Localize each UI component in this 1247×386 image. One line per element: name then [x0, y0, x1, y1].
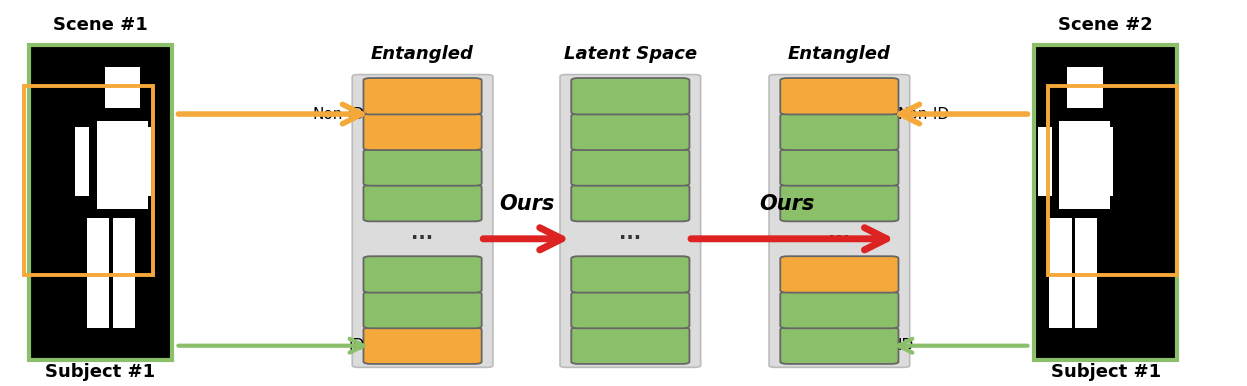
- Text: ···: ···: [828, 229, 850, 248]
- Text: Entangled: Entangled: [372, 45, 474, 63]
- Text: ···: ···: [620, 229, 641, 248]
- FancyBboxPatch shape: [781, 292, 899, 328]
- FancyBboxPatch shape: [571, 149, 690, 186]
- Bar: [1075, 218, 1097, 328]
- Text: ···: ···: [412, 229, 434, 248]
- Text: Non-ID: Non-ID: [898, 107, 949, 122]
- FancyBboxPatch shape: [352, 74, 493, 367]
- Bar: [1099, 127, 1114, 196]
- FancyBboxPatch shape: [29, 46, 172, 360]
- FancyBboxPatch shape: [571, 185, 690, 221]
- FancyBboxPatch shape: [781, 149, 899, 186]
- Text: Scene #2: Scene #2: [1059, 16, 1153, 34]
- FancyBboxPatch shape: [363, 256, 481, 293]
- Bar: [75, 127, 90, 196]
- Text: Entangled: Entangled: [788, 45, 890, 63]
- FancyBboxPatch shape: [781, 327, 899, 364]
- Bar: [1050, 218, 1071, 328]
- FancyBboxPatch shape: [363, 149, 481, 186]
- Text: Subject #1: Subject #1: [45, 363, 156, 381]
- FancyBboxPatch shape: [781, 185, 899, 221]
- FancyBboxPatch shape: [571, 78, 690, 114]
- FancyBboxPatch shape: [363, 327, 481, 364]
- FancyBboxPatch shape: [781, 256, 899, 293]
- Bar: [97, 121, 148, 209]
- Text: Non-ID: Non-ID: [313, 107, 364, 122]
- Bar: [1067, 68, 1102, 108]
- Text: Subject #1: Subject #1: [1050, 363, 1161, 381]
- Bar: [1038, 127, 1051, 196]
- Bar: [113, 218, 135, 328]
- Bar: [137, 127, 151, 196]
- FancyBboxPatch shape: [571, 256, 690, 293]
- FancyBboxPatch shape: [769, 74, 909, 367]
- FancyBboxPatch shape: [781, 113, 899, 150]
- FancyBboxPatch shape: [560, 74, 701, 367]
- FancyBboxPatch shape: [363, 185, 481, 221]
- FancyBboxPatch shape: [781, 78, 899, 114]
- Bar: [87, 218, 108, 328]
- Bar: [105, 68, 140, 108]
- Text: Ours: Ours: [759, 194, 814, 214]
- FancyBboxPatch shape: [571, 327, 690, 364]
- Text: ID: ID: [348, 338, 364, 353]
- FancyBboxPatch shape: [571, 113, 690, 150]
- Text: Scene #1: Scene #1: [52, 16, 147, 34]
- Text: Latent Space: Latent Space: [564, 45, 697, 63]
- FancyBboxPatch shape: [363, 292, 481, 328]
- FancyBboxPatch shape: [571, 292, 690, 328]
- Text: Ours: Ours: [499, 194, 554, 214]
- Text: ID: ID: [898, 338, 914, 353]
- Bar: [1059, 121, 1111, 209]
- FancyBboxPatch shape: [363, 78, 481, 114]
- FancyBboxPatch shape: [1034, 46, 1177, 360]
- FancyBboxPatch shape: [363, 113, 481, 150]
